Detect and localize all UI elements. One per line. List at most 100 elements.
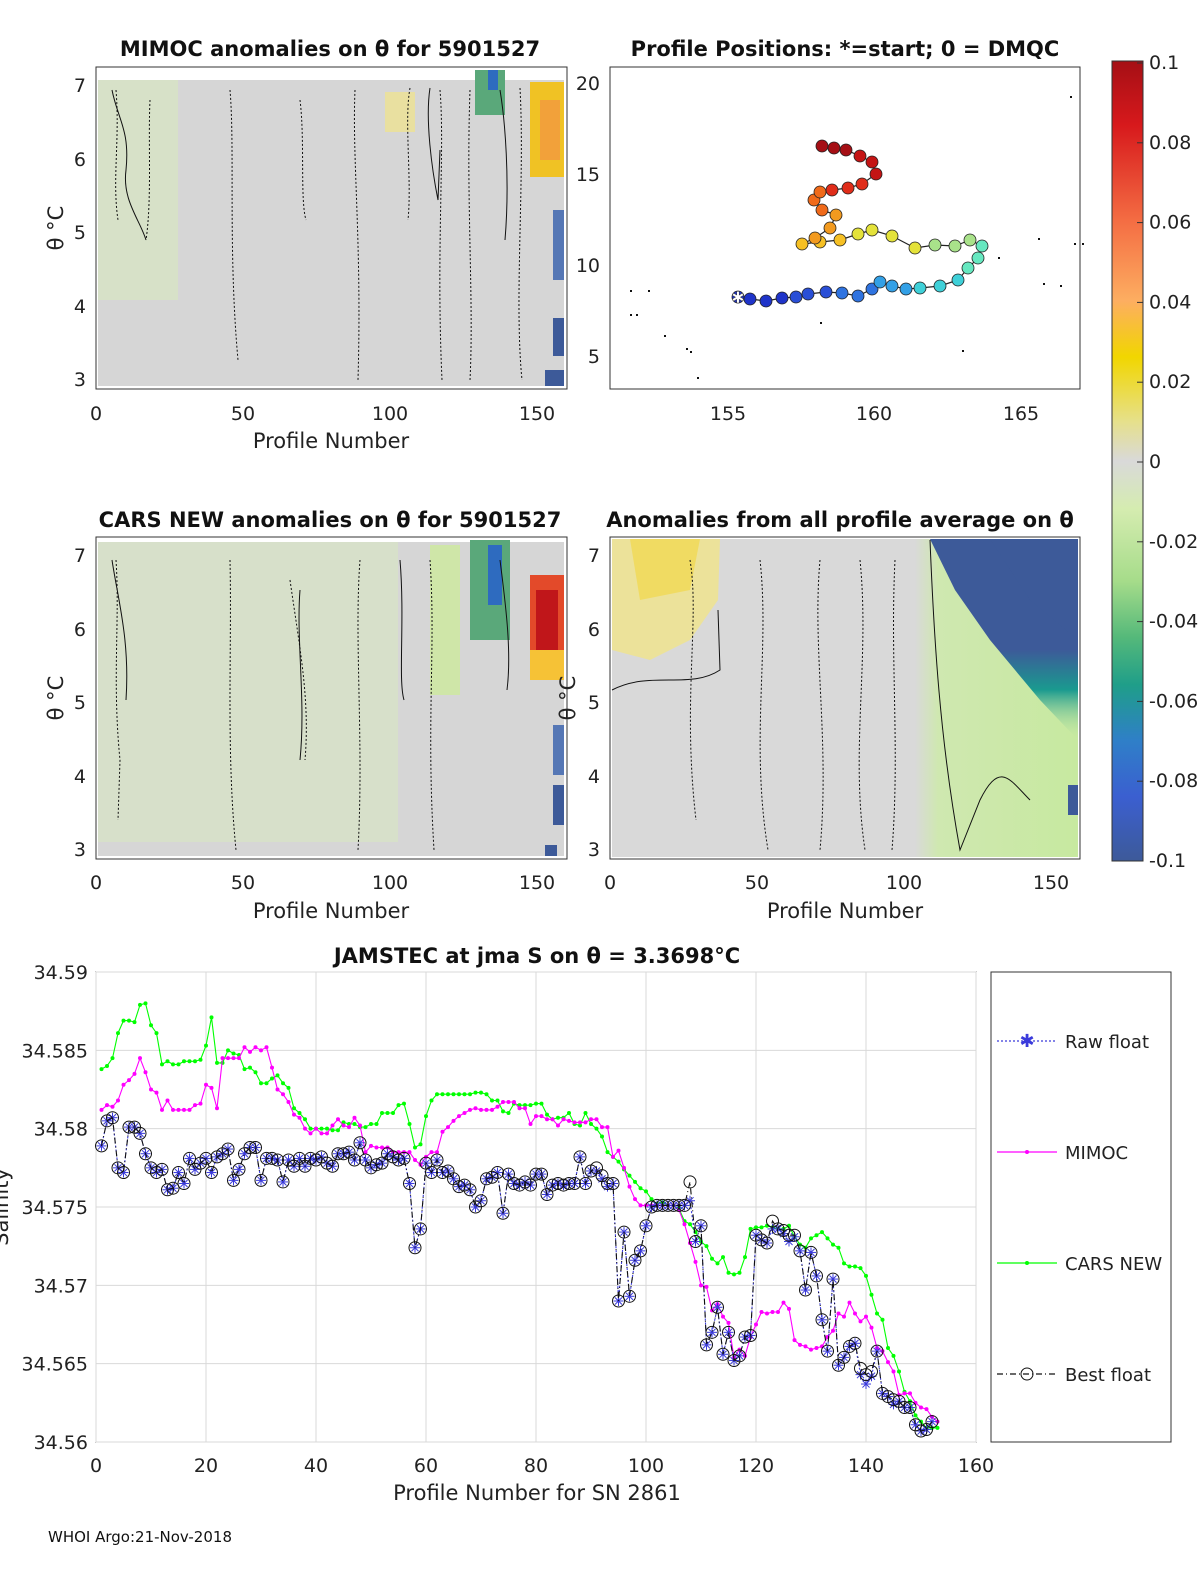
data-point: [418, 1142, 423, 1147]
data-point: [457, 1092, 461, 1097]
data-point: [886, 1346, 890, 1350]
data-point: [352, 1115, 357, 1120]
allavg-yticks: 7 6 5 4 3: [588, 545, 600, 861]
data-point: [155, 1162, 169, 1176]
data-point: [160, 1062, 164, 1067]
x-tick-label: 165: [1003, 403, 1039, 425]
data-point: [644, 1189, 648, 1194]
data-point: [385, 1111, 390, 1115]
data-point: [397, 1151, 411, 1165]
data-point: [204, 1043, 208, 1048]
data-point: [260, 1151, 273, 1165]
data-point: [616, 1148, 621, 1153]
data-point: [722, 1325, 735, 1339]
y-tick-label: 20: [576, 73, 600, 95]
data-point: [429, 1150, 434, 1155]
data-point: [792, 1338, 797, 1343]
data-point: [809, 1236, 813, 1241]
data-point: [732, 1272, 736, 1277]
track-point: [928, 238, 942, 252]
data-point: [738, 1330, 752, 1344]
x-tick-label: 50: [231, 403, 255, 425]
mimoc-xticks: 0 50 100 150: [90, 403, 555, 425]
data-point: [667, 1198, 680, 1212]
data-point: [914, 1424, 928, 1438]
y-tick-label: 4: [588, 766, 600, 788]
data-point: [699, 1283, 703, 1288]
data-point: [392, 1153, 405, 1167]
data-point: [528, 1121, 533, 1126]
x-tick-label: 0: [90, 1455, 102, 1477]
data-point: [551, 1177, 565, 1190]
data-point: [858, 1319, 863, 1324]
data-point: [848, 1336, 862, 1350]
data-point: [182, 1107, 186, 1112]
data-point: [176, 1107, 181, 1112]
y-tick-label: 34.58: [34, 1119, 88, 1141]
data-point: [206, 1167, 217, 1178]
cars-xticks: 0 50 100 150: [90, 872, 555, 894]
data-point: [177, 1177, 191, 1190]
data-point: [528, 1103, 533, 1108]
data-point: [446, 1125, 450, 1130]
x-tick-label: 0: [90, 872, 102, 894]
data-point: [853, 1311, 857, 1316]
data-point: [902, 1391, 907, 1396]
data-point: [161, 1183, 174, 1197]
data-point: [259, 1081, 263, 1086]
series-line: [100, 1116, 933, 1432]
data-point: [473, 1106, 478, 1111]
data-point: [635, 1245, 646, 1256]
data-point: [451, 1118, 456, 1123]
data-point: [661, 1198, 675, 1212]
track-point: [869, 167, 883, 181]
colorbar-tick-label: 0.02: [1149, 371, 1191, 393]
positions-panel: Profile Positions: *=start; 0 = DMQC ✱ 1…: [576, 37, 1084, 425]
data-point: [330, 1123, 335, 1128]
data-point: [821, 1344, 834, 1358]
data-point: [248, 1065, 252, 1070]
data-point: [634, 1244, 647, 1258]
data-point: [391, 1111, 395, 1115]
legend-raw: ✱ Raw float: [997, 1031, 1149, 1053]
data-point: [583, 1120, 588, 1125]
data-point: [864, 1314, 868, 1319]
data-point: [326, 1159, 339, 1173]
data-point: [759, 1309, 764, 1314]
data-point: [715, 1261, 720, 1266]
data-point: [705, 1325, 719, 1339]
track-point: [813, 185, 827, 199]
data-point: [369, 1121, 373, 1126]
data-point: [187, 1059, 192, 1064]
series-best-float: [95, 1111, 939, 1438]
track-point: [865, 223, 879, 237]
data-point: [704, 1284, 709, 1289]
data-point: [402, 1101, 406, 1106]
data-point: [545, 1117, 549, 1122]
colorbar-tick-label: 0.06: [1149, 212, 1191, 234]
data-point: [355, 1137, 365, 1148]
data-point: [650, 1198, 664, 1212]
stray-point: [1070, 96, 1072, 98]
data-point: [337, 1147, 350, 1161]
data-point: [484, 1107, 489, 1112]
data-point: [523, 1103, 527, 1108]
data-point: [110, 1104, 115, 1109]
data-point: [842, 1314, 846, 1319]
y-tick-label: 5: [588, 346, 600, 368]
data-point: [436, 1166, 449, 1180]
data-point: [495, 1098, 500, 1103]
data-point: [765, 1311, 769, 1316]
data-point: [243, 1140, 257, 1154]
data-point: [369, 1143, 373, 1148]
x-tick-label: 160: [958, 1455, 994, 1477]
data-point: [578, 1120, 582, 1125]
cars-yticks: 7 6 5 4 3: [74, 545, 86, 861]
data-point: [226, 1048, 230, 1053]
legend-label: Best float: [1065, 1365, 1151, 1386]
data-point: [561, 1117, 566, 1122]
data-point: [645, 1200, 658, 1214]
data-point: [754, 1322, 758, 1327]
data-point: [116, 1098, 120, 1103]
data-point: [501, 1100, 505, 1105]
